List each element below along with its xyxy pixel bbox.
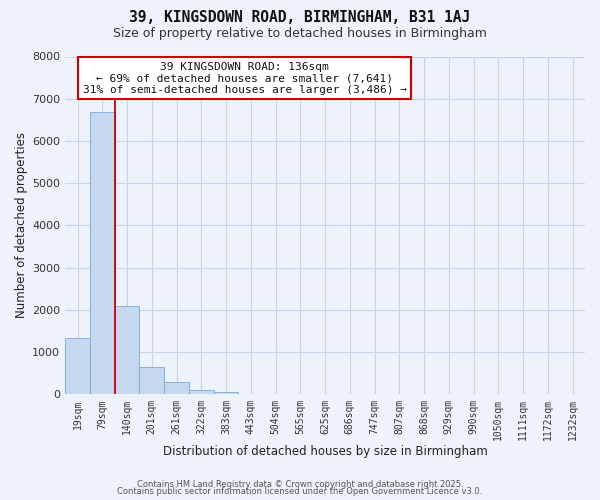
- Bar: [164, 382, 189, 394]
- Bar: [189, 390, 214, 394]
- Y-axis label: Number of detached properties: Number of detached properties: [15, 132, 28, 318]
- Text: Size of property relative to detached houses in Birmingham: Size of property relative to detached ho…: [113, 28, 487, 40]
- Bar: [214, 392, 238, 394]
- Text: Contains HM Land Registry data © Crown copyright and database right 2025.: Contains HM Land Registry data © Crown c…: [137, 480, 463, 489]
- Text: 39 KINGSDOWN ROAD: 136sqm
← 69% of detached houses are smaller (7,641)
31% of se: 39 KINGSDOWN ROAD: 136sqm ← 69% of detac…: [83, 62, 407, 95]
- Bar: [115, 306, 139, 394]
- Bar: [65, 338, 90, 394]
- Bar: [139, 368, 164, 394]
- X-axis label: Distribution of detached houses by size in Birmingham: Distribution of detached houses by size …: [163, 444, 487, 458]
- Text: Contains public sector information licensed under the Open Government Licence v3: Contains public sector information licen…: [118, 487, 482, 496]
- Text: 39, KINGSDOWN ROAD, BIRMINGHAM, B31 1AJ: 39, KINGSDOWN ROAD, BIRMINGHAM, B31 1AJ: [130, 10, 470, 25]
- Bar: [90, 112, 115, 395]
